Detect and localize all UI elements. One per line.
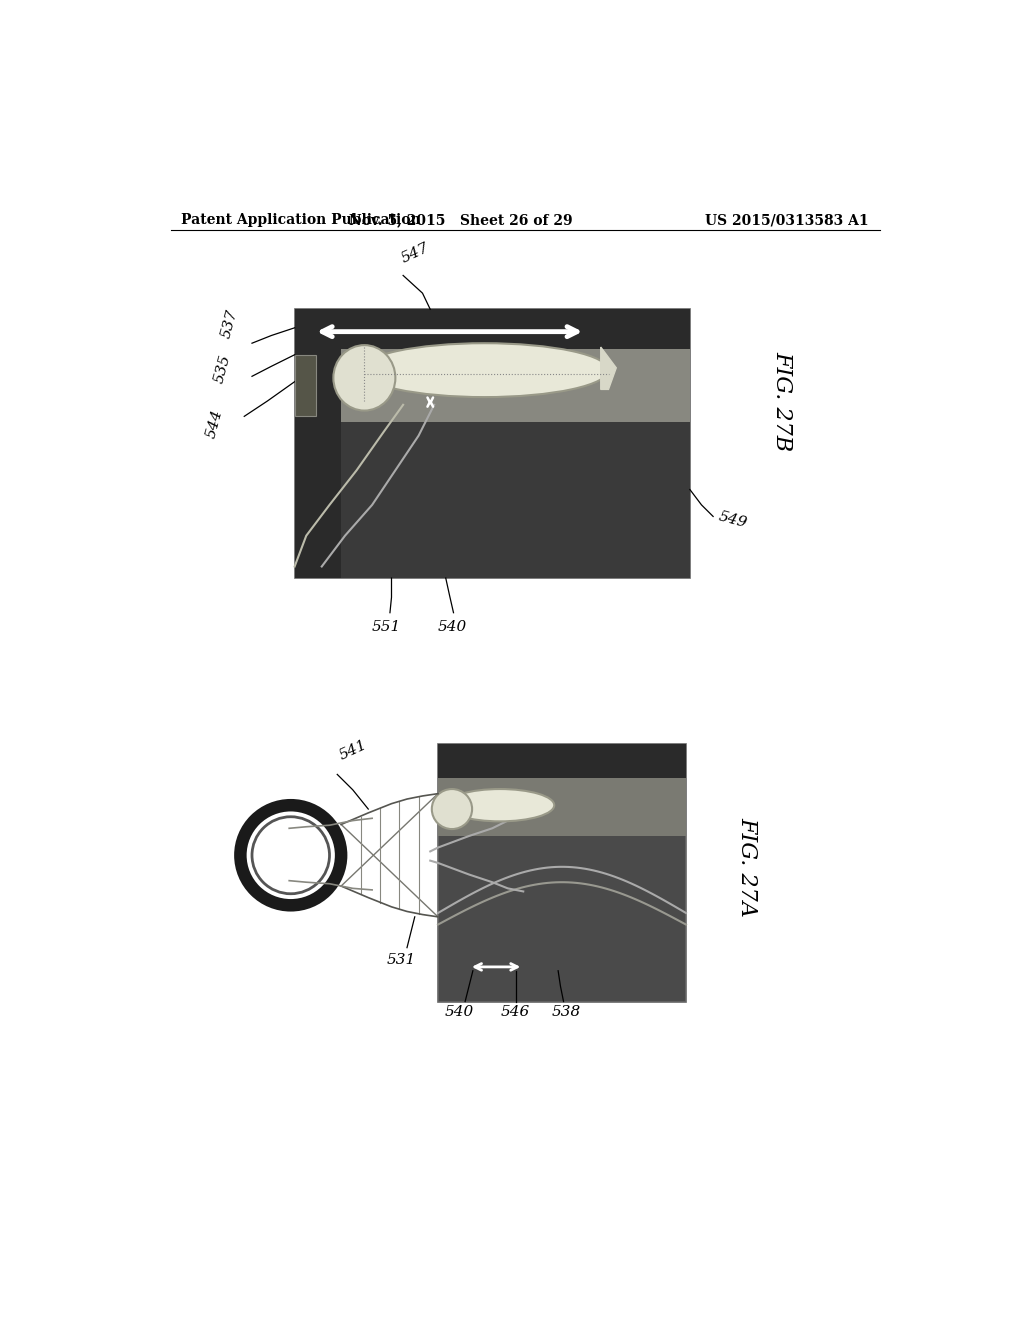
Ellipse shape — [334, 345, 395, 411]
Bar — [438, 743, 686, 1002]
Text: FIG. 27A: FIG. 27A — [736, 817, 759, 916]
Bar — [438, 743, 686, 779]
Text: 551: 551 — [372, 620, 400, 635]
Bar — [295, 309, 690, 348]
Text: US 2015/0313583 A1: US 2015/0313583 A1 — [706, 213, 869, 227]
Text: 546: 546 — [501, 1006, 530, 1019]
Text: 538: 538 — [551, 1006, 581, 1019]
Ellipse shape — [432, 789, 472, 829]
Text: 537: 537 — [219, 308, 241, 339]
Bar — [295, 309, 341, 578]
Text: Nov. 5, 2015   Sheet 26 of 29: Nov. 5, 2015 Sheet 26 of 29 — [349, 213, 573, 227]
Text: 540: 540 — [437, 620, 467, 635]
Bar — [295, 355, 316, 416]
Bar — [295, 397, 690, 578]
Ellipse shape — [360, 343, 608, 397]
Text: 549: 549 — [717, 510, 749, 531]
Ellipse shape — [445, 789, 554, 821]
Text: FIG. 27B: FIG. 27B — [771, 351, 794, 451]
Bar — [341, 348, 690, 422]
Text: Patent Application Publication: Patent Application Publication — [180, 213, 420, 227]
Polygon shape — [601, 347, 616, 389]
Text: 547: 547 — [398, 242, 431, 267]
Text: 535: 535 — [212, 352, 232, 384]
Bar — [438, 779, 686, 836]
Bar — [295, 309, 690, 578]
Text: 541: 541 — [337, 738, 369, 763]
Circle shape — [252, 817, 330, 894]
Text: 544: 544 — [204, 408, 225, 440]
Text: 540: 540 — [445, 1006, 474, 1019]
Text: 531: 531 — [387, 953, 416, 968]
